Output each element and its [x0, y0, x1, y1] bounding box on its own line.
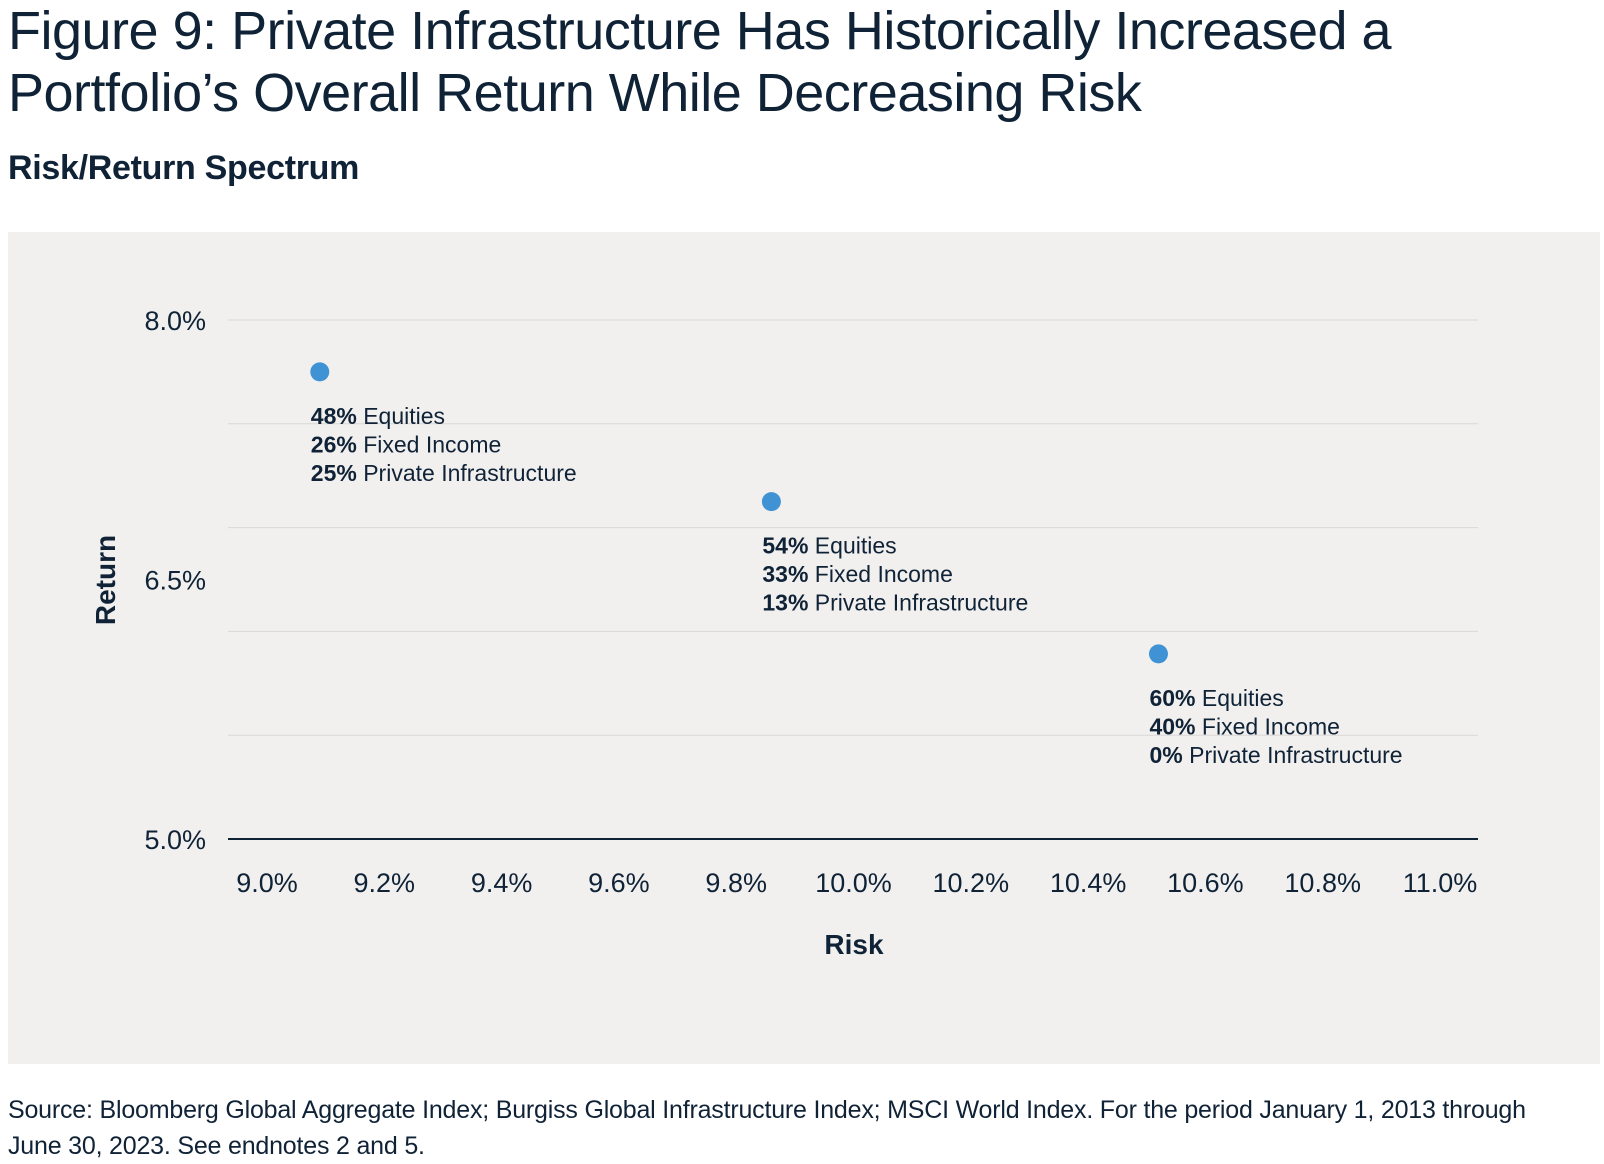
x-tick-label: 11.0% [1403, 868, 1478, 898]
x-tick-label: 10.0% [815, 868, 892, 898]
data-point [761, 492, 781, 512]
x-tick-label: 9.6% [588, 868, 650, 898]
point-annotation: 13% Private Infrastructure [762, 590, 1028, 616]
annotation-asset: Private Infrastructure [357, 460, 577, 486]
annotation-percent: 40% [1149, 713, 1195, 739]
annotation-asset: Equities [1196, 685, 1284, 711]
annotation-asset: Fixed Income [1196, 713, 1340, 739]
point-annotation: 54% Equities [762, 533, 896, 559]
data-point [1148, 644, 1168, 664]
annotation-asset: Fixed Income [357, 431, 501, 457]
source-note: Source: Bloomberg Global Aggregate Index… [8, 1096, 1526, 1160]
point-annotation: 25% Private Infrastructure [311, 460, 577, 486]
point-annotation: 26% Fixed Income [311, 431, 502, 457]
point-annotation: 0% Private Infrastructure [1149, 742, 1402, 768]
annotation-percent: 0% [1149, 742, 1182, 768]
scatter-chart: 8.0% 6.5% 5.0% 9.0% 9.2% 9.4% 9.6% 9.8% 10.0% 10.… [90, 306, 1478, 960]
x-tick-label: 10.8% [1284, 868, 1361, 898]
x-tick-label: 10.6% [1167, 868, 1244, 898]
y-tick-label: 5.0% [144, 825, 206, 855]
annotation-percent: 60% [1149, 685, 1195, 711]
x-tick-label: 9.8% [705, 868, 767, 898]
annotation-percent: 48% [311, 403, 357, 429]
y-tick-label: 6.5% [144, 566, 206, 596]
annotation-percent: 33% [762, 561, 808, 587]
chart-subtitle: Risk/Return Spectrum [8, 149, 360, 187]
data-point [310, 362, 330, 382]
annotation-asset: Private Infrastructure [1183, 742, 1403, 768]
point-annotation: 48% Equities [311, 403, 445, 429]
x-axis-title: Risk [824, 929, 884, 960]
annotation-percent: 25% [311, 460, 357, 486]
y-axis-title: Return [90, 535, 121, 625]
y-tick-label: 8.0% [144, 306, 206, 336]
chart-title: Figure 9: Private Infrastructure Has His… [8, 1, 1392, 123]
point-annotation: 33% Fixed Income [762, 561, 953, 587]
x-tick-label: 10.4% [1050, 868, 1127, 898]
point-annotation: 60% Equities [1149, 685, 1283, 711]
annotation-asset: Fixed Income [808, 561, 952, 587]
x-tick-label: 9.4% [471, 868, 533, 898]
x-tick-label: 10.2% [933, 868, 1010, 898]
chart-panel: 8.0% 6.5% 5.0% 9.0% 9.2% 9.4% 9.6% 9.8% 10.0% 10.… [8, 232, 1600, 1064]
annotation-percent: 54% [762, 533, 808, 559]
annotation-asset: Private Infrastructure [808, 590, 1028, 616]
x-tick-label: 9.2% [354, 868, 416, 898]
annotation-asset: Equities [357, 403, 445, 429]
x-tick-label: 9.0% [236, 868, 298, 898]
annotation-asset: Equities [808, 533, 896, 559]
point-annotation: 40% Fixed Income [1149, 713, 1340, 739]
annotation-percent: 26% [311, 431, 357, 457]
annotation-percent: 13% [762, 590, 808, 616]
